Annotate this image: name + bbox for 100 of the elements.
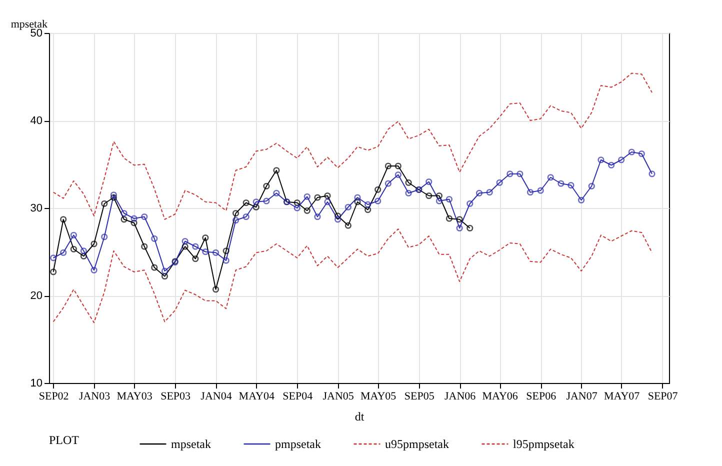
y-axis-title: mpsetak [10,18,48,30]
point [90,266,98,274]
point [324,192,331,200]
x-axis-title: dt [354,410,365,424]
point [263,198,270,204]
point [90,240,98,248]
point [364,201,372,208]
point [60,216,67,223]
point [120,210,128,217]
x-tick-label: SEP06 [526,390,557,402]
point [141,243,148,250]
point [547,174,554,181]
point [496,179,503,186]
point [456,224,463,232]
point [252,198,260,206]
point [222,257,230,264]
legend-label: u95pmpsetak [385,437,449,451]
point [294,204,300,212]
point [161,268,168,274]
point [60,249,67,256]
x-tick-label: SEP05 [404,390,435,402]
point [101,200,108,207]
point [192,255,199,262]
legend-label: pmpsetak [275,437,321,451]
point [273,190,280,196]
point [80,248,87,254]
point [151,235,158,242]
point [436,198,443,204]
line-series [52,228,652,324]
point [263,182,270,190]
point [426,178,432,186]
point [526,188,534,196]
point [506,170,514,178]
point [101,234,108,240]
legend-label: l95pmpsetak [513,437,574,451]
point [232,216,240,224]
x-tick-label: MAY07 [604,390,640,402]
point [130,220,138,226]
point [242,199,250,206]
y-tick-label: 10 [30,378,42,390]
point [568,182,574,189]
point [638,150,645,158]
x-tick-label: JAN06 [444,390,476,402]
point [130,215,138,222]
point [578,196,585,204]
point [618,156,625,164]
point [588,182,595,190]
point [486,188,493,196]
point [516,170,524,178]
point [212,249,220,256]
point [110,192,117,198]
point [110,194,117,201]
point [202,234,209,242]
point [151,264,158,271]
x-tick-label: SEP02 [38,390,69,402]
point [344,222,352,229]
legend-label: mpsetak [171,437,211,451]
point [294,199,300,206]
x-tick-label: JAN07 [566,390,598,402]
point [182,243,188,250]
point [374,186,382,193]
point [70,246,77,252]
point [80,252,87,260]
point [202,248,209,256]
x-tick-label: SEP03 [160,390,192,402]
y-tick-label: 50 [30,28,42,40]
point [374,198,382,204]
line-series [52,72,652,220]
point [476,190,483,196]
x-tick-label: MAY03 [116,390,153,402]
x-tick-label: SEP07 [648,390,678,402]
point [608,162,615,168]
x-tick-label: JAN04 [200,390,232,402]
point [446,196,453,203]
y-tick-label: 20 [30,290,42,302]
x-tick-label: MAY04 [238,390,275,402]
point [628,148,635,156]
point [222,248,230,254]
point [334,212,342,220]
point [537,187,544,194]
point [120,216,128,223]
point [436,192,443,200]
point [364,206,372,214]
x-tick-label: SEP04 [282,390,314,402]
point [232,210,240,217]
point [466,200,474,207]
point [384,180,392,187]
point [334,216,342,223]
point [304,207,310,214]
point [394,171,402,178]
point [252,204,260,210]
point [456,216,463,223]
x-tick-label: MAY06 [482,390,518,402]
point [405,179,412,186]
point [70,232,77,238]
point [598,156,604,164]
point [384,162,392,170]
point [242,213,250,220]
point [314,194,321,201]
point [192,243,199,250]
